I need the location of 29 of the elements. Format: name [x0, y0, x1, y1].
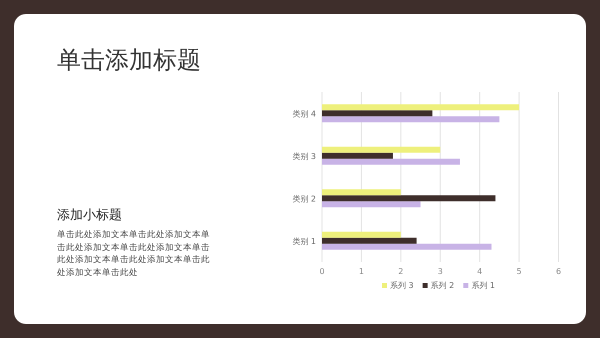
bar	[322, 152, 393, 159]
bar	[322, 195, 496, 202]
y-tick-label: 类别 1	[292, 236, 316, 246]
text: 单击添加标题	[57, 45, 201, 76]
y-tick-label: 类别 2	[292, 194, 316, 204]
bar	[322, 189, 401, 196]
x-tick-label: 5	[516, 267, 522, 276]
legend-label: 系列 2	[430, 281, 454, 290]
bar	[322, 238, 417, 244]
x-tick-label: 0	[319, 267, 325, 276]
bar	[322, 158, 460, 165]
legend-label: 系列 3	[390, 281, 414, 290]
bar	[322, 104, 520, 110]
x-tick-label: 1	[358, 267, 364, 276]
bar	[322, 116, 500, 122]
bar	[322, 232, 401, 238]
bar	[322, 146, 440, 153]
bar	[322, 110, 432, 116]
x-tick-label: 6	[556, 267, 562, 276]
text: 添加小标题	[57, 207, 122, 224]
y-tick-label: 类别 4	[292, 109, 316, 118]
bar	[322, 244, 492, 250]
legend-label: 系列 1	[471, 281, 495, 290]
text: 单击此处添加文本单击此处添加文本单击此处添加文本单击此处添加文本单击此处添加文本单击此处添加文本单击此处添加文本单击此处	[57, 229, 210, 279]
bar	[322, 201, 421, 208]
x-tick-label: 4	[477, 267, 482, 276]
x-tick-label: 3	[438, 267, 443, 276]
x-tick-label: 2	[398, 267, 404, 276]
y-tick-label: 类别 3	[292, 152, 316, 161]
